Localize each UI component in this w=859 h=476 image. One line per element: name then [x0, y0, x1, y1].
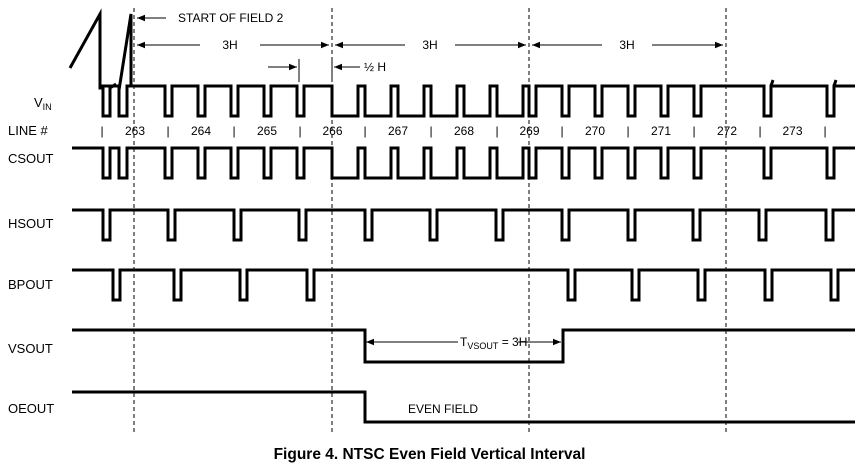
vsout-label: VSOUT — [8, 341, 53, 356]
line-separator: | — [298, 124, 301, 138]
waveforms — [68, 8, 855, 424]
line-number-row: | | | | | | | | | | | | 263 264 265 266 267 268 269 270 271 2… — [100, 124, 826, 138]
tvsout-annotation: TVSOUT = 3H — [366, 335, 561, 351]
vsout-waveform — [72, 328, 855, 364]
bpout-label: BPOUT — [8, 277, 53, 292]
half-h-label: ½ H — [364, 60, 386, 74]
line-number-263: 263 — [125, 124, 145, 138]
line-separator: | — [823, 124, 826, 138]
vin-waveform — [101, 84, 855, 118]
interval-1-label: 3H — [222, 38, 237, 52]
hsout-label: HSOUT — [8, 216, 54, 231]
line-separator: | — [166, 124, 169, 138]
line-separator: | — [495, 124, 498, 138]
oeout-waveform — [72, 390, 855, 424]
line-separator: | — [232, 124, 235, 138]
start-field-label: START OF FIELD 2 — [178, 11, 284, 25]
figure-caption: Figure 4. NTSC Even Field Vertical Inter… — [273, 446, 586, 463]
vin-ramp — [68, 8, 133, 118]
signal-labels: VIN LINE # CSOUT HSOUT BPOUT VSOUT OEOUT — [8, 95, 54, 416]
line-separator: | — [100, 124, 103, 138]
timing-diagram: START OF FIELD 2 3H 3H 3H ½ H VIN LINE #… — [8, 8, 855, 432]
line-separator: | — [429, 124, 432, 138]
interval-2-label: 3H — [422, 38, 437, 52]
csout-label: CSOUT — [8, 151, 54, 166]
line-num-label: LINE # — [8, 123, 49, 138]
line-separator: | — [363, 124, 366, 138]
line-separator: | — [626, 124, 629, 138]
line-number-270: 270 — [585, 124, 605, 138]
line-separator: | — [758, 124, 761, 138]
line-number-267: 267 — [388, 124, 408, 138]
bpout-waveform — [72, 268, 855, 302]
csout-waveform — [72, 146, 855, 180]
line-number-268: 268 — [454, 124, 474, 138]
hsout-waveform — [72, 208, 855, 242]
line-number-269: 269 — [519, 124, 539, 138]
tvsout-label: TVSOUT = 3H — [460, 335, 527, 351]
line-separator: | — [692, 124, 695, 138]
line-number-273: 273 — [782, 124, 802, 138]
even-field-label: EVEN FIELD — [408, 402, 478, 416]
line-separator: | — [560, 124, 563, 138]
line-number-265: 265 — [257, 124, 277, 138]
oeout-label: OEOUT — [8, 401, 54, 416]
line-number-272: 272 — [717, 124, 737, 138]
line-number-271: 271 — [651, 124, 671, 138]
vin-ramp-ends — [769, 79, 838, 87]
line-number-264: 264 — [191, 124, 211, 138]
annotations: START OF FIELD 2 3H 3H 3H ½ H — [137, 11, 723, 82]
interval-3-label: 3H — [619, 38, 634, 52]
vin-label: VIN — [34, 95, 52, 112]
line-number-266: 266 — [322, 124, 342, 138]
